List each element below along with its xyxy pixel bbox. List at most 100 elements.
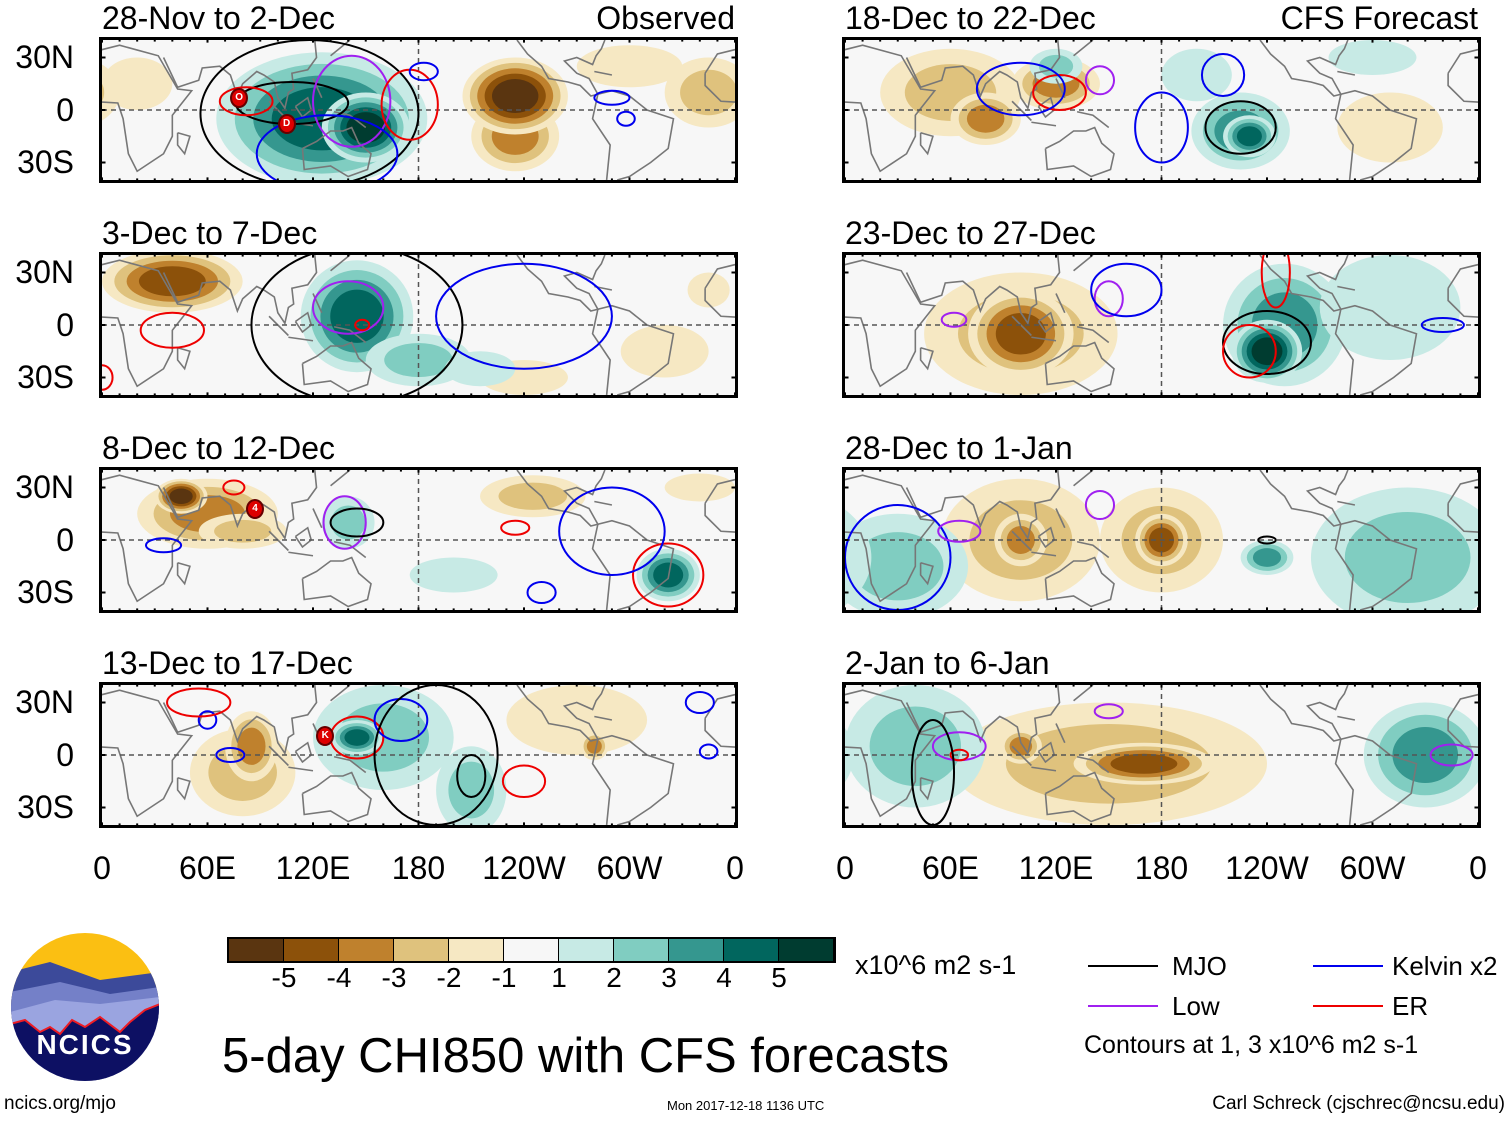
coastline <box>517 685 605 741</box>
coastline <box>1260 470 1348 526</box>
map-canvas <box>102 40 735 180</box>
coastline <box>1077 757 1109 773</box>
longitude-label: 0 <box>93 850 111 886</box>
kelvin-contour <box>1091 264 1161 317</box>
coastline <box>598 91 674 180</box>
coastline <box>178 778 190 799</box>
coastline <box>302 343 371 392</box>
kelvin-contour <box>375 699 428 741</box>
coastline <box>1336 94 1354 180</box>
dry-anomaly <box>138 266 206 297</box>
longitude-label: 60E <box>922 850 979 886</box>
er-contour <box>223 481 244 495</box>
mjo-contour <box>331 509 384 537</box>
kelvin-contour <box>559 488 665 576</box>
panel-source-label: Observed <box>596 0 735 36</box>
coastline <box>102 475 192 601</box>
colorbar <box>227 937 836 963</box>
panel-title: 8-Dec to 12-Dec <box>102 430 335 466</box>
mjo-contour <box>251 255 462 395</box>
coastline <box>102 690 192 816</box>
dry-anomaly <box>102 83 105 102</box>
low-contour <box>942 313 967 327</box>
coastline <box>302 128 371 177</box>
coastline <box>178 133 190 154</box>
coastline <box>1448 45 1478 171</box>
colorbar-label: -1 <box>491 962 517 993</box>
map-panel <box>842 37 1481 183</box>
coastline <box>164 40 317 108</box>
coastline <box>1077 542 1109 558</box>
wet-anomaly <box>1251 337 1283 366</box>
colorbar-swatch <box>394 939 449 961</box>
colorbar-label: 5 <box>771 962 787 993</box>
coastline <box>1341 306 1417 395</box>
coastline <box>1336 309 1354 395</box>
coastline <box>313 79 322 98</box>
mjo-contour <box>1223 311 1311 374</box>
kelvin-contour <box>410 63 438 81</box>
map-panel <box>842 252 1481 398</box>
coastline <box>102 260 192 386</box>
map-canvas <box>102 685 735 825</box>
coastline <box>598 521 674 610</box>
map-canvas <box>102 255 735 395</box>
colorbar-label: -3 <box>381 962 407 993</box>
coastline <box>593 94 611 180</box>
er-contour <box>141 313 204 348</box>
coastline <box>921 778 933 799</box>
colorbar-swatch <box>779 939 834 961</box>
kelvin-contour <box>700 745 718 759</box>
panel-title: 18-Dec to 22-Dec <box>845 0 1096 36</box>
colorbar-label: 4 <box>716 962 732 993</box>
coastline <box>1074 685 1093 701</box>
coastline <box>1260 685 1348 741</box>
er-contour <box>501 521 529 535</box>
mjo-contour <box>375 685 498 825</box>
site-url[interactable]: ncics.org/mjo <box>4 1093 116 1114</box>
dry-anomaly <box>680 69 735 116</box>
legend-er-line <box>1313 1005 1383 1007</box>
kelvin-contour <box>216 748 244 762</box>
colorbar-swatch <box>339 939 394 961</box>
coastline <box>1045 343 1114 392</box>
dry-anomaly <box>664 473 735 502</box>
wet-anomaly <box>331 505 366 540</box>
er-contour <box>633 544 703 607</box>
wet-anomaly <box>1319 255 1461 360</box>
wet-anomaly <box>1161 48 1232 102</box>
longitude-label: 180 <box>391 850 446 886</box>
low-contour <box>1095 281 1123 316</box>
dry-anomaly <box>214 519 272 543</box>
coastline <box>331 40 350 56</box>
colorbar-label: -5 <box>271 962 297 993</box>
coastline <box>178 563 190 584</box>
dry-anomaly <box>506 685 648 755</box>
kelvin-contour <box>199 711 217 729</box>
kelvin-contour <box>1422 318 1464 332</box>
kelvin-contour <box>977 63 1065 116</box>
low-contour <box>313 281 383 334</box>
colorbar-label: 3 <box>661 962 677 993</box>
coastline <box>1045 128 1114 177</box>
latitude-label: 30N <box>15 254 74 290</box>
kelvin-contour <box>1202 54 1244 96</box>
kelvin-contour <box>528 582 556 603</box>
coastline <box>598 736 674 825</box>
dry-anomaly <box>102 64 120 121</box>
wet-anomaly <box>384 342 453 378</box>
coastline <box>1031 337 1056 341</box>
map-canvas <box>102 470 735 610</box>
coastline <box>1337 717 1355 721</box>
kelvin-contour <box>436 264 612 369</box>
longitude-label: 180 <box>1134 850 1189 886</box>
coastline <box>164 470 317 538</box>
low-contour <box>324 496 366 549</box>
panel-title: 28-Dec to 1-Jan <box>845 430 1073 466</box>
latitude-label: 0 <box>56 737 74 773</box>
coastline <box>1341 521 1417 610</box>
coastline <box>593 739 611 825</box>
coastline <box>1012 101 1031 120</box>
coastline <box>1074 470 1093 486</box>
er-contour <box>220 87 273 115</box>
